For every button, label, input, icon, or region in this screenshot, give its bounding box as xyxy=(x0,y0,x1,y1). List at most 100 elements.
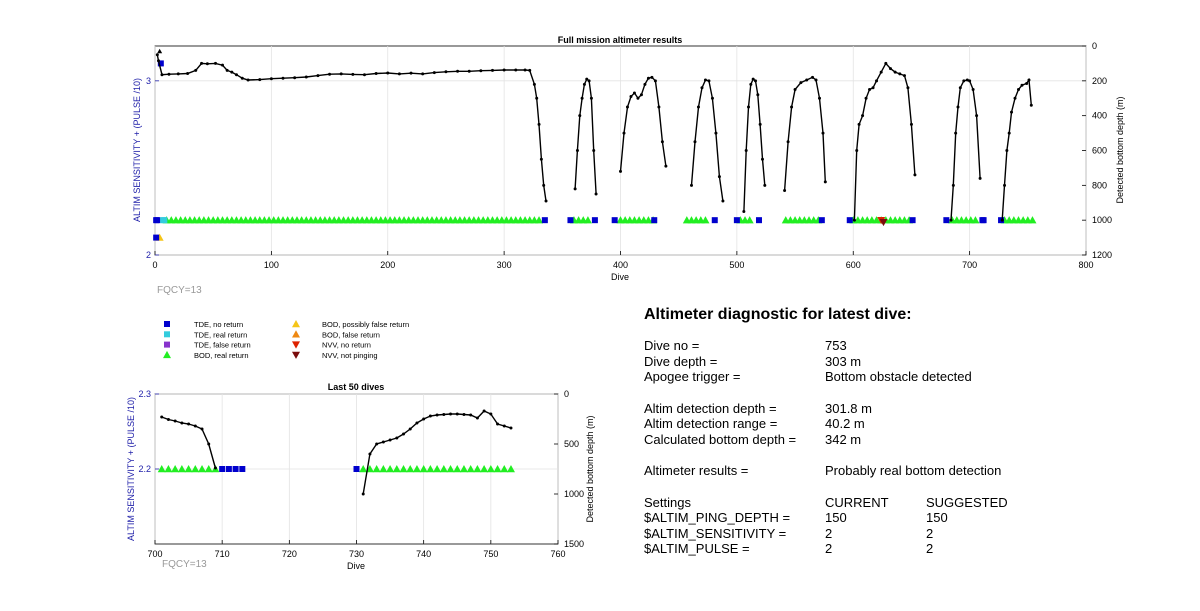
depth-point xyxy=(156,59,160,63)
legend-square-marker xyxy=(164,331,170,338)
depth-point xyxy=(421,72,425,76)
diag-row-ping-depth: $ALTIM_PING_DEPTH = 150 150 xyxy=(644,510,1084,526)
bod-real-return-marker xyxy=(386,465,395,473)
bod-real-return-marker xyxy=(399,465,408,473)
depth-point xyxy=(442,413,446,416)
right-y-tick-label: 400 xyxy=(1092,111,1107,121)
depth-point xyxy=(490,68,494,72)
depth-point xyxy=(902,74,906,78)
depth-point xyxy=(744,149,748,152)
depth-point xyxy=(388,438,392,442)
x-tick-label: 300 xyxy=(497,260,512,270)
legend-label: TDE, real return xyxy=(194,330,247,339)
bod-real-return-marker xyxy=(198,465,207,473)
depth-point xyxy=(467,69,471,73)
diag-row-apogee: Apogee trigger = Bottom obstacle detecte… xyxy=(644,369,1084,385)
depth-point xyxy=(756,93,760,97)
tde-no-return-marker xyxy=(567,217,574,224)
depth-point xyxy=(592,149,596,152)
main-chart-title: Full mission altimeter results xyxy=(558,35,683,45)
depth-point xyxy=(155,53,159,57)
depth-point xyxy=(951,183,955,187)
depth-point xyxy=(582,82,586,86)
x-tick-label: 800 xyxy=(1078,260,1093,270)
depth-point xyxy=(753,79,757,83)
depth-point xyxy=(304,75,308,79)
depth-point xyxy=(462,413,466,416)
depth-point xyxy=(884,61,888,65)
diag-row-settings-header: Settings CURRENT SUGGESTED xyxy=(644,495,1084,511)
depth-point xyxy=(1027,78,1031,82)
depth-point xyxy=(971,88,975,92)
depth-point xyxy=(578,114,582,118)
depth-point xyxy=(710,96,714,100)
depth-point xyxy=(1025,81,1029,85)
depth-point xyxy=(653,79,657,83)
depth-point xyxy=(207,442,211,446)
depth-point xyxy=(805,78,809,82)
diagnostic-heading: Altimeter diagnostic for latest dive: xyxy=(644,306,912,323)
diag-row-det-depth: Altim detection depth = 301.8 m xyxy=(644,401,1084,417)
depth-point xyxy=(428,414,432,418)
depth-point xyxy=(814,78,818,82)
sensitivity-suggested: 2 xyxy=(926,525,934,541)
depth-point xyxy=(1020,83,1024,87)
spacer xyxy=(644,385,1084,401)
bod-real-return-marker xyxy=(406,465,415,473)
depth-point xyxy=(246,78,250,82)
depth-point xyxy=(220,63,224,67)
depth-point xyxy=(186,72,190,76)
bod-real-return-marker xyxy=(177,465,186,473)
right-y-tick-label: 500 xyxy=(564,439,579,449)
depth-point xyxy=(173,419,177,423)
right-y-tick-label: 800 xyxy=(1092,180,1107,190)
results-label: Altimeter results = xyxy=(644,463,749,478)
left-y-tick-label: 2.2 xyxy=(138,464,151,474)
depth-point xyxy=(456,69,460,73)
depth-point xyxy=(532,82,536,86)
depth-point xyxy=(213,466,217,470)
depth-point xyxy=(1000,218,1004,222)
depth-point xyxy=(402,432,406,436)
dive-no-label: Dive no = xyxy=(644,338,700,353)
depth-point xyxy=(514,68,518,72)
tde-no-return-marker xyxy=(651,217,658,224)
tde-no-return-marker xyxy=(541,217,548,224)
depth-point xyxy=(328,72,332,76)
depth-point xyxy=(435,413,439,417)
right-y-tick-label: 0 xyxy=(564,389,569,399)
right-y-tick-label: 0 xyxy=(1092,41,1097,51)
main-left-axis-label: ALTIM SENSITIVITY + (PULSE /10) xyxy=(132,78,142,222)
depth-point xyxy=(821,131,825,135)
current-label: CURRENT xyxy=(825,494,889,510)
depth-point xyxy=(200,61,204,65)
bod-real-return-marker xyxy=(365,465,374,473)
x-tick-label: 720 xyxy=(282,549,297,559)
x-tick-label: 700 xyxy=(147,549,162,559)
depth-point xyxy=(622,131,626,135)
legend-triangle-up-marker xyxy=(292,330,300,338)
legend-label: BOD, false return xyxy=(322,330,380,339)
small-left-axis-label: ALTIM SENSITIVITY + (PULSE /10) xyxy=(126,397,136,541)
depth-point xyxy=(528,68,532,72)
depth-point xyxy=(594,192,598,196)
depth-point xyxy=(703,78,707,82)
depth-point xyxy=(749,82,753,86)
depth-point xyxy=(643,82,647,86)
tde-no-return-marker xyxy=(239,466,246,472)
tde-no-return-marker xyxy=(353,466,360,472)
legend-label: TDE, no return xyxy=(194,320,243,329)
depth-point xyxy=(639,93,643,97)
bod-real-return-marker xyxy=(204,465,213,473)
bod-real-return-marker xyxy=(392,465,401,473)
depth-point xyxy=(542,183,546,187)
depth-point xyxy=(449,412,453,416)
depth-point xyxy=(339,72,343,76)
depth-point xyxy=(879,70,883,74)
depth-point xyxy=(240,76,244,80)
depth-point xyxy=(1007,131,1011,135)
depth-point xyxy=(479,69,483,73)
depth-point xyxy=(965,78,969,82)
depth-point xyxy=(475,416,479,420)
